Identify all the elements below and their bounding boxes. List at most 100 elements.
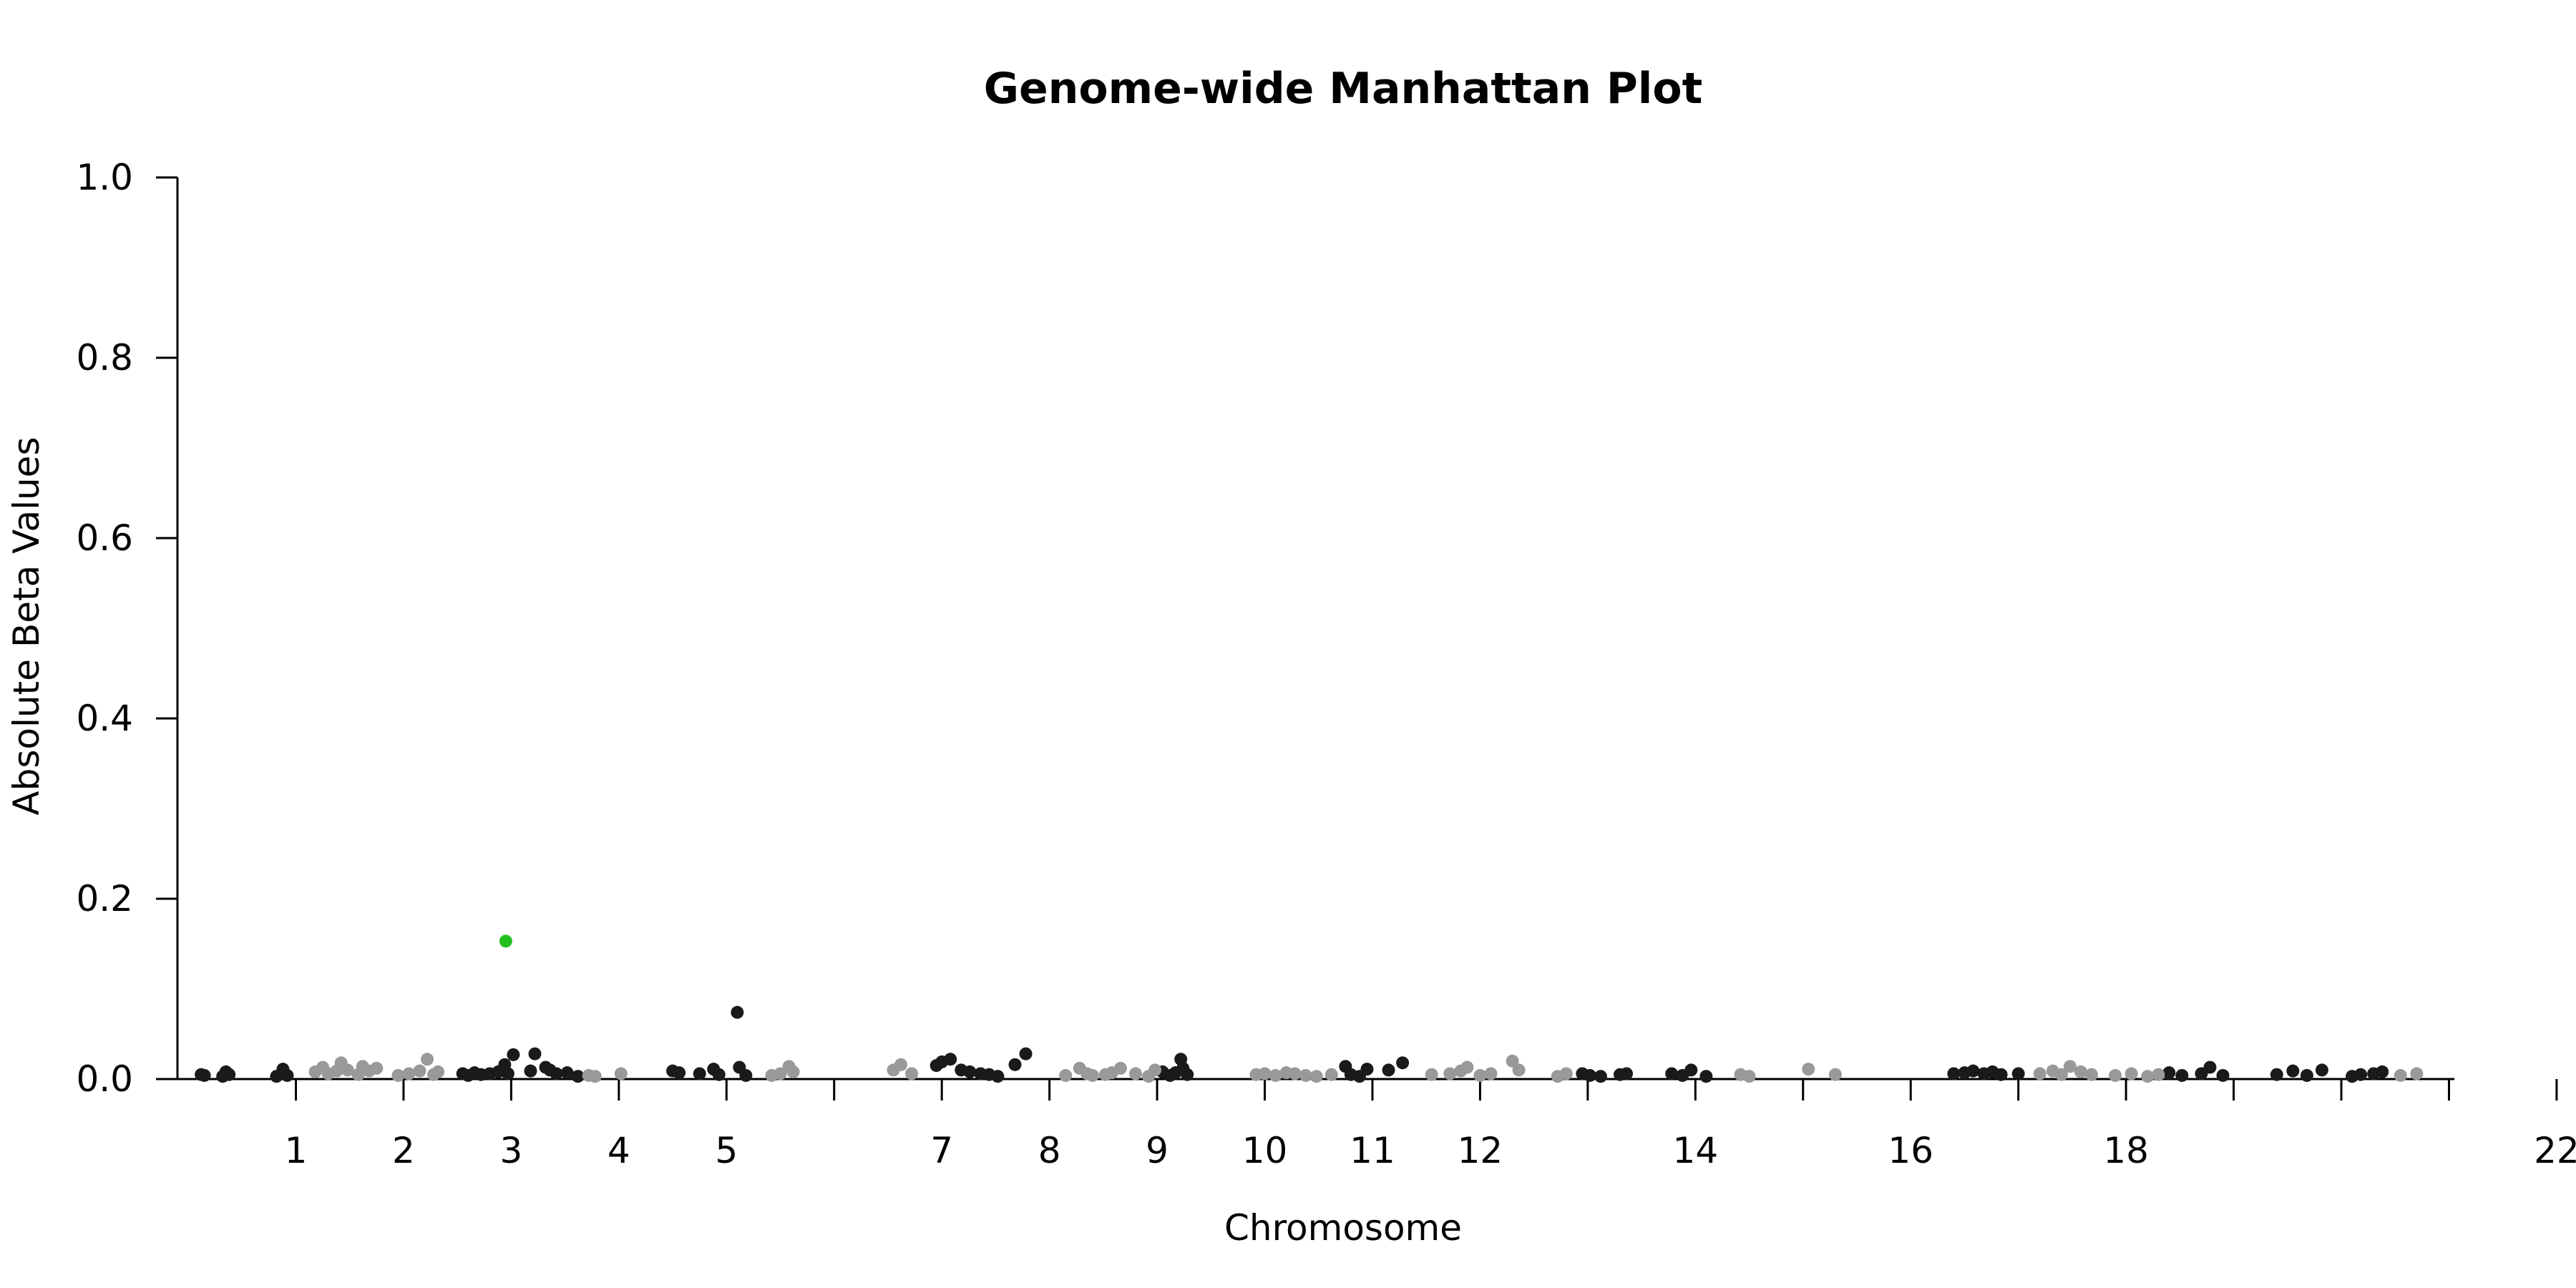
data-point	[1128, 1067, 1142, 1080]
data-point	[1396, 1056, 1410, 1070]
data-point	[501, 1067, 514, 1080]
data-point	[2033, 1067, 2046, 1080]
data-point	[1360, 1063, 1374, 1076]
data-point	[2109, 1068, 2122, 1082]
chromosome-tick-label: 4	[608, 1130, 630, 1171]
chromosome-tick-label: 14	[1673, 1130, 1719, 1171]
chromosome-tick-label: 8	[1038, 1130, 1061, 1171]
data-point	[223, 1068, 236, 1081]
data-point	[1473, 1068, 1487, 1082]
data-points	[195, 935, 2424, 1083]
chromosome-tick-label: 2	[392, 1130, 415, 1171]
data-point	[1966, 1064, 1980, 1078]
data-point	[341, 1063, 354, 1077]
data-point	[1828, 1068, 1842, 1081]
data-point	[786, 1065, 800, 1078]
data-point	[2054, 1068, 2068, 1081]
data-point	[1425, 1068, 1438, 1081]
y-tick-label: 0.6	[76, 517, 133, 559]
data-point	[2410, 1067, 2424, 1080]
data-point	[2203, 1060, 2217, 1074]
data-point	[2063, 1060, 2077, 1073]
y-tick-label: 0.2	[76, 878, 133, 919]
data-point	[991, 1070, 1005, 1083]
data-point	[560, 1066, 574, 1080]
x-axis-label: Chromosome	[1224, 1207, 1462, 1249]
y-tick-label: 0.0	[76, 1058, 133, 1100]
data-point	[1324, 1068, 1338, 1081]
chromosome-tick-label: 10	[1242, 1130, 1288, 1171]
data-point	[370, 1061, 384, 1075]
data-point	[774, 1067, 787, 1080]
data-point	[421, 1053, 434, 1066]
chromosome-tick-label: 18	[2103, 1130, 2149, 1171]
data-point	[1802, 1063, 1815, 1076]
y-tick-label: 0.4	[76, 698, 133, 739]
chromosome-tick-label: 11	[1350, 1130, 1395, 1171]
highlighted-point	[499, 935, 512, 948]
data-point	[1594, 1070, 1607, 1083]
chromosome-tick-label: 12	[1458, 1130, 1503, 1171]
y-axis: 0.0 0.2 0.4 0.6 0.8 1.0	[76, 157, 179, 1100]
data-point	[2270, 1068, 2283, 1081]
data-point	[693, 1067, 706, 1080]
data-point	[1512, 1063, 1526, 1077]
data-point	[1506, 1054, 1519, 1068]
data-point	[905, 1067, 919, 1080]
data-point	[1742, 1070, 1756, 1083]
data-point	[1113, 1061, 1127, 1075]
data-point	[197, 1068, 211, 1082]
data-point	[280, 1068, 294, 1082]
data-point	[1583, 1068, 1596, 1082]
data-point	[1559, 1067, 1573, 1080]
data-point	[588, 1070, 602, 1083]
data-point	[391, 1068, 405, 1082]
data-point	[1699, 1070, 1713, 1083]
data-point	[2300, 1068, 2313, 1082]
chart-title: Genome-wide Manhattan Plot	[984, 64, 1703, 114]
data-point	[2141, 1070, 2155, 1083]
chromosome-tick-label: 9	[1146, 1130, 1169, 1171]
data-point	[739, 1068, 753, 1082]
data-point	[1085, 1068, 1099, 1082]
data-point	[2286, 1064, 2300, 1078]
data-point	[2376, 1065, 2389, 1078]
data-point	[413, 1064, 426, 1078]
data-point	[894, 1058, 908, 1071]
chromosome-tick-label: 1	[285, 1130, 308, 1171]
chromosome-tick-label: 7	[930, 1130, 953, 1171]
data-point	[1019, 1047, 1033, 1060]
data-point	[1258, 1067, 1272, 1080]
chromosome-tick-label: 22	[2534, 1130, 2576, 1171]
chromosome-tick-label: 16	[1888, 1130, 1933, 1171]
chromosome-tick-label: 3	[499, 1130, 522, 1171]
data-point	[1460, 1060, 1474, 1074]
data-point	[571, 1070, 585, 1083]
data-point	[2394, 1068, 2407, 1082]
data-point	[1299, 1068, 1312, 1082]
data-point	[614, 1067, 628, 1080]
data-point	[1059, 1068, 1073, 1082]
data-point	[528, 1047, 542, 1060]
y-axis-label: Absolute Beta Values	[6, 437, 47, 816]
data-point	[2011, 1067, 2025, 1080]
data-point	[1382, 1063, 1395, 1077]
data-point	[1181, 1068, 1194, 1081]
data-point	[507, 1048, 520, 1061]
data-point	[1684, 1063, 1698, 1077]
data-point	[1288, 1067, 1302, 1080]
data-point	[2084, 1068, 2098, 1081]
data-point	[1994, 1068, 2008, 1081]
data-point	[524, 1064, 537, 1078]
data-point	[1443, 1067, 1457, 1080]
x-axis: 1 2 3 4 5 7 8 9 10 11 12 14 16 18 22	[177, 1078, 2576, 1171]
data-point	[2124, 1067, 2138, 1080]
data-point	[673, 1066, 686, 1080]
data-point	[2162, 1066, 2176, 1080]
data-point	[402, 1067, 416, 1080]
y-tick-label: 0.8	[76, 337, 133, 379]
data-point	[1148, 1063, 1162, 1077]
data-point	[2354, 1068, 2368, 1081]
data-point	[712, 1068, 726, 1081]
